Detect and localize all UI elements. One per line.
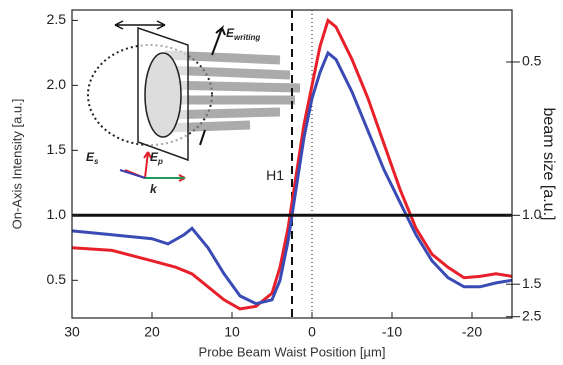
inset-label: Ep: [150, 150, 163, 166]
inset-label-sub: p: [157, 157, 163, 166]
y2-tick-label: 1.5: [522, 275, 542, 291]
x-tick-label: 10: [224, 324, 240, 340]
inset-label-sub: s: [94, 157, 99, 166]
data-line: [71, 50, 513, 306]
inset-label-main: k: [150, 182, 158, 196]
annotation: H1: [266, 167, 284, 183]
x-tick-label: 0: [308, 324, 316, 340]
y-axis-label: On-Axis Intensity [a.u.]: [9, 99, 24, 230]
y2-axis-label: beam size [a.u.]: [540, 108, 557, 221]
inset-label-main: E: [86, 150, 95, 164]
plot-frame: [71, 9, 513, 319]
y-tick-label: 1.0: [47, 206, 67, 222]
data-line: [71, 17, 513, 311]
y-tick-label: 1.5: [47, 141, 67, 157]
x-tick-label: 20: [144, 324, 160, 340]
y2-tick-label: 2.5: [522, 307, 542, 323]
y-tick-label: 2.5: [47, 11, 67, 27]
inset-label-main: E: [150, 150, 159, 164]
y2-tick-label: 0.5: [522, 53, 542, 69]
y2-tick-label: 1.0: [522, 206, 542, 222]
inset-label: Ewriting: [226, 26, 260, 42]
inset-label: k: [150, 182, 158, 196]
x-axis-label: Probe Beam Waist Position [µm]: [199, 344, 386, 359]
inset-label-main: E: [226, 26, 235, 40]
x-tick-label: -10: [382, 324, 402, 340]
inset-label: Es: [86, 150, 99, 166]
y-tick-label: 0.5: [47, 271, 67, 287]
x-tick-label: -20: [462, 324, 482, 340]
y-tick-label: 2.0: [47, 76, 67, 92]
x-tick-label: 30: [64, 324, 80, 340]
inset-illustration: [87, 20, 301, 182]
inset-label-sub: writing: [234, 33, 260, 42]
